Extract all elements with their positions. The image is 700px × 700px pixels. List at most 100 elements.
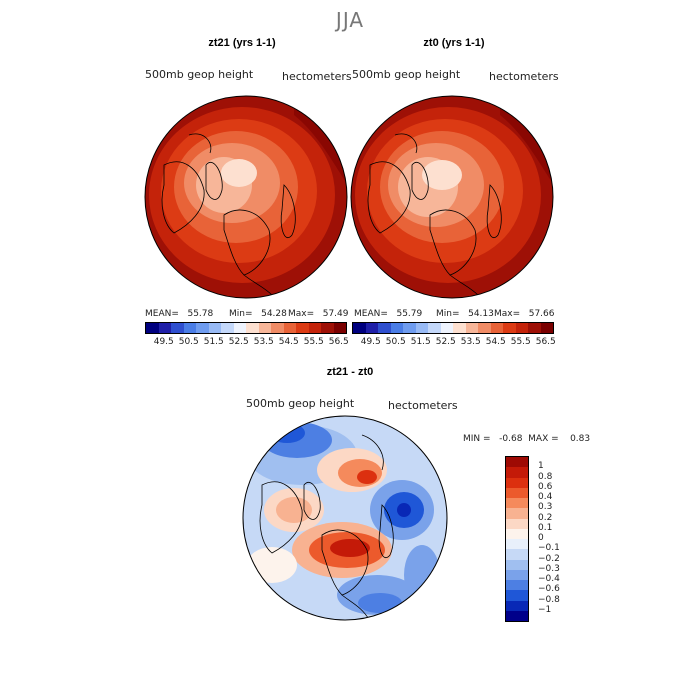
colorbar-tick-label: 56.5 bbox=[535, 337, 556, 347]
panel-2-units-label: hectometers bbox=[489, 70, 559, 83]
diff-colorbar-tick-label: −0.2 bbox=[538, 553, 560, 564]
diff-colorbar-tick-label: 1 bbox=[538, 461, 544, 472]
colorbar-swatch bbox=[321, 323, 334, 333]
colorbar-tick-label: 54.5 bbox=[485, 337, 506, 347]
colorbar-swatch bbox=[490, 323, 503, 333]
panel-2-polar-map bbox=[350, 95, 554, 299]
colorbar-swatch bbox=[196, 323, 209, 333]
diff-colorbar-tick-label: 0.4 bbox=[538, 492, 553, 502]
colorbar-swatch bbox=[390, 323, 403, 333]
colorbar-swatch bbox=[246, 323, 259, 333]
colorbar-tick-label: 55.5 bbox=[303, 337, 324, 347]
colorbar-swatch bbox=[440, 323, 453, 333]
diff-colorbar-tick-label: 0.2 bbox=[538, 512, 553, 523]
colorbar-swatch bbox=[353, 323, 366, 333]
diff-colorbar-tick-label: −0.4 bbox=[538, 574, 560, 584]
diff-colorbar-swatch bbox=[506, 539, 528, 550]
diff-colorbar-tick-label: −0.3 bbox=[538, 563, 560, 574]
colorbar-swatch bbox=[308, 323, 321, 333]
diff-colorbar-tick-label: −0.1 bbox=[538, 543, 560, 554]
panel-2-field-label: 500mb geop height bbox=[352, 68, 461, 81]
diff-panel-polar-map bbox=[242, 415, 448, 621]
diff-colorbar-swatch bbox=[506, 477, 528, 488]
colorbar-tick-label: 51.5 bbox=[203, 337, 224, 347]
season-title: JJA bbox=[335, 8, 365, 32]
diff-colorbar-tick-label: 0.3 bbox=[538, 502, 553, 513]
colorbar-swatch bbox=[453, 323, 466, 333]
diff-colorbar-ticks: 1 0.8 0.6 0.4 0.3 0.2 0.1 0 −0.1 −0.2 −0.3 −0.4 −0.6… bbox=[538, 456, 578, 620]
colorbar-swatch bbox=[296, 323, 309, 333]
panel-1-mean: MEAN= 55.78 bbox=[145, 309, 214, 319]
diff-colorbar-swatch bbox=[506, 467, 528, 478]
diff-panel-field-label: 500mb geop height bbox=[246, 397, 355, 410]
panel-1-max: Max= 57.49 bbox=[288, 309, 349, 319]
colorbar-swatch bbox=[465, 323, 478, 333]
diff-colorbar-swatch bbox=[506, 549, 528, 560]
colorbar-tick-label: 50.5 bbox=[178, 337, 199, 347]
diff-panel-title: zt21 - zt0 bbox=[326, 366, 374, 378]
panel-1-title: zt21 (yrs 1-1) bbox=[208, 37, 276, 49]
diff-colorbar-swatch bbox=[506, 569, 528, 580]
colorbar-tick-label: 50.5 bbox=[385, 337, 406, 347]
colorbar-tick-label: 51.5 bbox=[410, 337, 431, 347]
colorbar-swatch bbox=[515, 323, 528, 333]
panel-1-units-label: hectometers bbox=[282, 70, 352, 83]
diff-colorbar-swatch bbox=[506, 457, 528, 468]
colorbar-swatch bbox=[183, 323, 196, 333]
colorbar-swatch bbox=[283, 323, 296, 333]
panel-2-mean: MEAN= 55.79 bbox=[354, 309, 423, 319]
diff-colorbar-tick-label: 0 bbox=[538, 533, 544, 543]
diff-colorbar-swatch bbox=[506, 590, 528, 601]
diff-colorbar-tick-label: −1 bbox=[538, 604, 552, 615]
colorbar-swatch bbox=[540, 323, 553, 333]
panel-1-polar-map bbox=[144, 95, 348, 299]
colorbar-tick-label: 49.5 bbox=[360, 337, 381, 347]
colorbar-swatch bbox=[271, 323, 284, 333]
colorbar-tick-label: 52.5 bbox=[435, 337, 456, 347]
diff-panel-units-label: hectometers bbox=[388, 399, 458, 412]
colorbar-swatch bbox=[378, 323, 391, 333]
panel-1-min: Min= 54.28 bbox=[229, 309, 287, 319]
colorbar-swatch bbox=[233, 323, 246, 333]
colorbar-tick-label: 56.5 bbox=[328, 337, 349, 347]
colorbar-tick-label: 54.5 bbox=[278, 337, 299, 347]
colorbar-tick-label: 55.5 bbox=[510, 337, 531, 347]
diff-colorbar-swatch bbox=[506, 600, 528, 611]
panel-2-colorbar bbox=[352, 322, 554, 334]
colorbar-tick-label: 49.5 bbox=[153, 337, 174, 347]
colorbar-swatch bbox=[333, 323, 346, 333]
diff-colorbar-swatch bbox=[506, 580, 528, 591]
diff-colorbar-tick-label: 0.8 bbox=[538, 471, 553, 482]
colorbar-tick-label: 53.5 bbox=[460, 337, 481, 347]
colorbar-swatch bbox=[365, 323, 378, 333]
diff-panel-stats: MIN = -0.68 MAX = 0.83 bbox=[463, 434, 591, 444]
colorbar-swatch bbox=[478, 323, 491, 333]
diff-colorbar-tick-label: −0.8 bbox=[538, 594, 560, 605]
diff-colorbar-swatch bbox=[506, 498, 528, 509]
diff-colorbar-swatch bbox=[506, 518, 528, 529]
colorbar-tick-label: 52.5 bbox=[228, 337, 249, 347]
panel-2-title: zt0 (yrs 1-1) bbox=[423, 37, 485, 49]
colorbar-swatch bbox=[428, 323, 441, 333]
panel-2-colorbar-ticks: 49.5 50.5 51.5 52.5 53.5 54.5 55.5 56.5 bbox=[352, 337, 556, 349]
diff-colorbar-swatch bbox=[506, 559, 528, 570]
diff-colorbar-tick-label: 0.1 bbox=[538, 522, 553, 533]
panel-1-field-label: 500mb geop height bbox=[145, 68, 254, 81]
colorbar-swatch bbox=[221, 323, 234, 333]
panel-2-min: Min= 54.13 bbox=[436, 309, 494, 319]
colorbar-swatch bbox=[171, 323, 184, 333]
diff-colorbar-swatch bbox=[506, 610, 528, 621]
panel-1-colorbar bbox=[145, 322, 347, 334]
diff-colorbar-swatch bbox=[506, 528, 528, 539]
panel-2-max: Max= 57.66 bbox=[494, 309, 555, 319]
diff-colorbar-tick-label: −0.6 bbox=[538, 584, 560, 595]
colorbar-swatch bbox=[503, 323, 516, 333]
colorbar-swatch bbox=[208, 323, 221, 333]
diff-colorbar-swatch bbox=[506, 487, 528, 498]
panel-1-colorbar-ticks: 49.5 50.5 51.5 52.5 53.5 54.5 55.5 56.5 bbox=[145, 337, 349, 349]
colorbar-swatch bbox=[146, 323, 159, 333]
diff-colorbar-swatch bbox=[506, 508, 528, 519]
diff-colorbar-tick-label: 0.6 bbox=[538, 481, 553, 492]
colorbar-swatch bbox=[258, 323, 271, 333]
colorbar-swatch bbox=[403, 323, 416, 333]
